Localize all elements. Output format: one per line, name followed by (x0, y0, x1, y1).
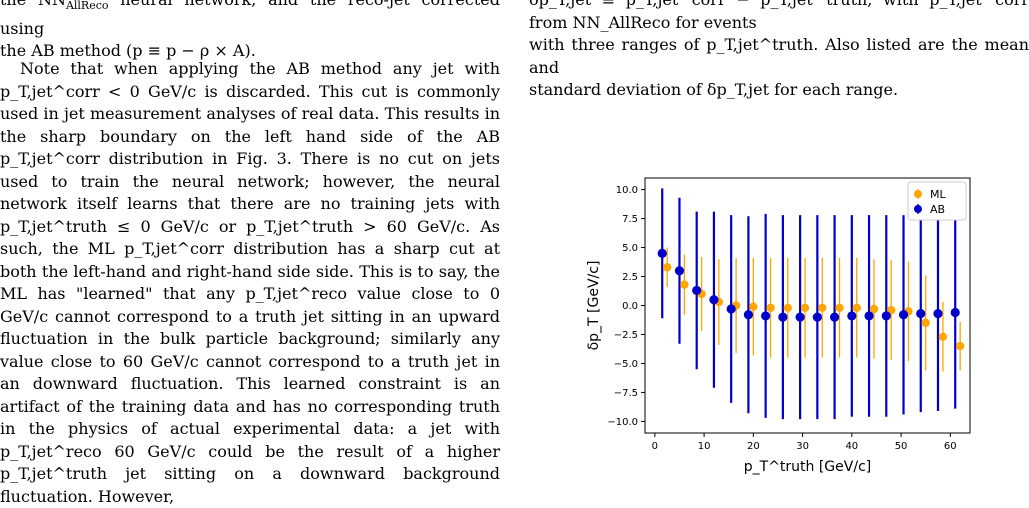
plot-marks (657, 188, 965, 420)
data-point-ab (933, 309, 943, 319)
legend-marker (914, 190, 922, 198)
caption-line: standard deviation of δp_T,jet for each … (529, 80, 899, 99)
y-tick-label: 5.0 (622, 243, 638, 254)
x-axis-label: p_T^truth [GeV/c] (744, 459, 871, 475)
y-tick-label: −10.0 (607, 417, 638, 428)
y-tick-label: 10.0 (616, 185, 638, 196)
data-point-ml (680, 280, 689, 289)
x-tick-label: 50 (895, 441, 908, 452)
body-paragraph: Note that when applying the AB method an… (0, 59, 500, 506)
data-point-ab (743, 310, 754, 320)
x-tick-label: 20 (747, 441, 760, 452)
caption-line: δp_T,jet ≡ p_T,jet^corr − p_T,jet^truth,… (529, 0, 1029, 32)
data-point-ab (674, 266, 685, 276)
data-point-ab (812, 312, 822, 322)
data-point-ab (795, 312, 805, 322)
text-run: neural network, and the reco-jet correct… (0, 0, 500, 38)
data-point-ml (749, 302, 758, 311)
data-point-ab (726, 304, 736, 314)
data-point-ab (916, 309, 926, 319)
y-tick-label: −2.5 (614, 330, 638, 341)
data-point-ab (778, 312, 788, 322)
data-point-ml (835, 303, 844, 313)
legend-box (907, 181, 967, 221)
resolution-scatter-plot: 0 10 20 30 40 50 60 10.0 7.5 5.0 2.5 0.0 −2.5 −5.0 −7.… (586, 177, 971, 475)
table-caption-fragment: δp_T,jet ≡ p_T,jet^corr − p_T,jet^truth,… (529, 0, 1029, 102)
legend-label: AB (930, 203, 945, 216)
data-point-ab (898, 310, 909, 320)
text-run: ≡ p (142, 41, 177, 61)
data-point-ml (662, 263, 672, 272)
data-point-ab (829, 312, 840, 322)
data-point-ab (881, 311, 891, 321)
data-point-ml (955, 341, 965, 351)
text-run: the AB method (p (0, 41, 143, 61)
y-tick-label: −5.0 (614, 359, 638, 370)
y-tick-label: −7.5 (614, 388, 638, 399)
y-tick-label: 0.0 (622, 301, 638, 312)
legend-label: ML (930, 188, 946, 201)
text-run: the NN (0, 0, 66, 9)
data-point-ml (869, 304, 879, 314)
data-point-ab (847, 311, 857, 321)
legend: ML AB (907, 181, 967, 221)
plot-axes: 0 10 20 30 40 50 60 10.0 7.5 5.0 2.5 0.0 −2.5 −5.0 −7.… (586, 177, 971, 475)
data-point-ml (818, 303, 827, 313)
y-tick-label: 2.5 (622, 272, 638, 283)
data-point-ab (761, 311, 771, 321)
data-point-ab (657, 248, 667, 258)
data-point-ab (692, 285, 702, 296)
x-tick-label: 60 (944, 441, 957, 452)
legend-marker (914, 205, 922, 213)
x-tick-label: 40 (845, 441, 858, 452)
x-tick-label: 10 (698, 441, 711, 452)
data-point-ml (921, 318, 930, 328)
data-point-ml (800, 303, 810, 313)
data-point-ab (709, 295, 719, 305)
data-point-ml (887, 305, 896, 315)
data-point-ml (783, 303, 793, 313)
x-tick-label: 0 (652, 441, 658, 452)
text-run: − ρ × A). (176, 41, 256, 61)
y-tick-label: 7.5 (622, 214, 638, 225)
data-point-ab (864, 311, 874, 321)
paragraph-fragment-top: the NNAllReco neural network, and the re… (0, 0, 500, 63)
data-point-ml (852, 303, 861, 313)
caption-line: with three ranges of p_T,jet^truth. Also… (529, 35, 1029, 77)
y-axis-label: δp_T [GeV/c] (586, 261, 602, 351)
subscript: AllReco (65, 0, 109, 13)
data-point-ml (938, 332, 948, 341)
x-tick-label: 30 (796, 441, 809, 452)
data-point-ab (950, 307, 960, 318)
data-point-ml (766, 303, 775, 313)
